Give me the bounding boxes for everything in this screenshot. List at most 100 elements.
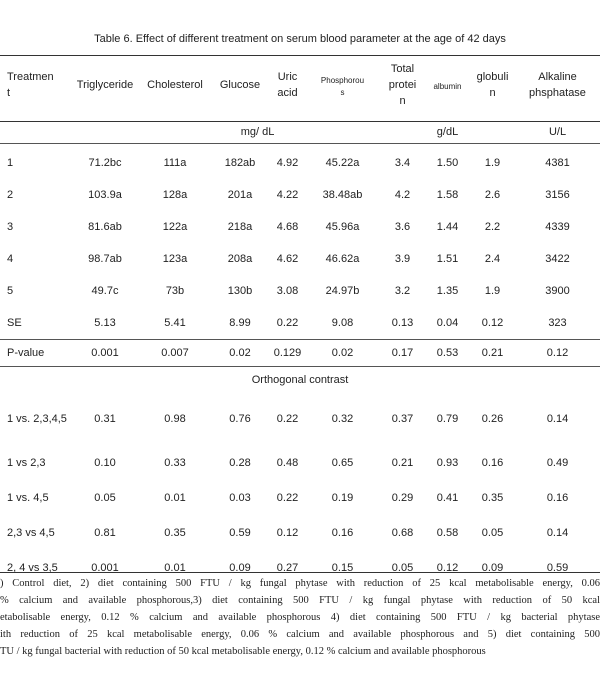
table-cell: 0.37 [391,413,414,425]
units-row: mg/ dL g/dL U/L [0,123,600,141]
table-cell: 3.4 [394,157,411,169]
table-cell: 45.96a [325,221,360,233]
table-cell: 0.22 [276,413,299,425]
table-cell: 4.68 [276,221,299,233]
table-cell: 24.97b [325,285,360,297]
table-cell: 0.14 [546,413,569,425]
table-cell: 0.12 [546,346,569,359]
footnote-line: ith reduction of 25 kcal metabolisable e… [0,629,600,640]
table-cell: 0.12 [436,561,459,574]
units-table: mg/ dL g/dL U/L [0,123,600,141]
table-cell: 49.7c [91,285,119,297]
table-cell: 0.02 [229,346,251,359]
column-header-label: Treatmen [7,71,54,83]
data-body: 1 71.2bc 111a 182ab 4.92 45.22a 3.4 1.50 1.9 4381… [0,147,600,339]
table-cell: 0.01 [164,491,186,504]
table-cell: 0.33 [164,456,186,469]
column-header: Total protei n [380,61,425,109]
table-cell: 3.08 [276,285,299,297]
table-cell: 323 [548,317,567,329]
table-cell: 4.22 [276,189,299,201]
table-cell: 81.6ab [88,221,122,233]
column-header: albumin [425,61,470,109]
row-label: P-value [7,346,45,359]
row-label: 2,3 vs 4,5 [7,526,55,539]
table-cell: 1.35 [436,285,459,297]
table-cell: 0.09 [481,561,504,574]
row-label: SE [7,317,22,329]
contrast-title: Orthogonal contrast [251,374,349,386]
table-cell: 103.9a [88,189,122,201]
table-cell: 0.17 [391,346,414,359]
table-cell: 0.58 [436,526,459,539]
table-cell: 0.001 [91,346,119,359]
table-cell: 0.48 [276,456,299,469]
footnote-line: etabolisable energy, 0.12 % calcium and … [0,612,600,623]
table-cell: 111a [163,157,187,169]
table-cell: 0.03 [229,491,251,504]
table-cell: 0.76 [229,413,251,425]
contrast-row: 1 vs. 4,5 0.05 0.01 0.03 0.22 0.19 0.29 0.41 0.3… [0,480,600,515]
column-header-label: Triglyceride [76,79,134,91]
table-cell: 0.10 [94,456,116,469]
table-cell: 0.28 [229,456,251,469]
table-cell: 0.16 [331,526,354,539]
table-cell: 3422 [545,253,570,265]
table-cell: 0.19 [331,491,354,504]
table-cell: 0.05 [94,491,116,504]
contrast-row: 2, 4 vs 3,5 0.001 0.01 0.09 0.27 0.15 0.05 0.12… [0,550,600,585]
column-header-label: Total [390,63,415,75]
column-header-label: Alkaline [538,71,577,83]
contrast-row: 2,3 vs 4,5 0.81 0.35 0.59 0.12 0.16 0.68 0.58 0.… [0,515,600,550]
row-label: 4 [7,253,14,265]
column-header: globuli n [470,61,515,109]
table-cell: 0.05 [391,561,414,574]
footnote-line: TU / kg fungal bacterial with reduction … [0,646,486,657]
table-row: SE 5.13 5.41 8.99 0.22 9.08 0.13 0.04 0.12 323 [0,307,600,339]
table-cell: 130b [227,285,253,297]
column-header-row: Treatmen t Triglyceride Cholesterol Glucose U… [0,61,600,109]
column-header-label: protei [388,79,417,91]
table-cell: 0.21 [481,346,504,359]
table-cell: 0.12 [481,317,504,329]
column-header-label: albumin [433,82,462,91]
table-cell: 1.51 [436,253,459,265]
table-cell: 0.93 [436,456,459,469]
column-header: Phosphorou s [305,61,380,109]
table-cell: 123a [162,253,188,265]
pvalue-row: P-value 0.001 0.007 0.02 0.129 0.02 0.17 0.53 0.… [0,340,600,365]
row-label: 1 vs. 4,5 [7,491,49,504]
table-cell: 3.6 [394,221,411,233]
column-header-label: Phosphorou [320,76,365,85]
table-cell: 3.2 [394,285,411,297]
footnote-line: % calcium and available phosphorous,3) d… [0,595,600,606]
table-cell: 0.16 [546,491,569,504]
table-cell: 0.59 [546,561,569,574]
row-label: 1 vs 2,3 [7,456,46,469]
table-cell: 0.02 [331,346,354,359]
table-cell: 0.35 [481,491,504,504]
table-cell: 0.129 [273,346,302,359]
column-header-label: Cholesterol [147,79,203,91]
rule-header [0,121,600,122]
table-cell: 0.13 [391,317,414,329]
column-header-label: Glucose [219,79,261,91]
table-cell: 2.6 [484,189,501,201]
table-cell: 218a [227,221,253,233]
unit-mg: mg/ dL [240,126,275,138]
table-cell: 4.2 [394,189,411,201]
table-cell: 45.22a [325,157,360,169]
table-cell: 0.21 [391,456,414,469]
table-cell: 0.16 [481,456,504,469]
rule-pvalue [0,366,600,367]
header-table: Treatmen t Triglyceride Cholesterol Glucose U… [0,61,600,109]
table-cell: 0.05 [481,526,504,539]
table-row: 5 49.7c 73b 130b 3.08 24.97b 3.2 1.35 1.9 3900 [0,275,600,307]
column-header-label: n [399,95,406,107]
table-cell: 4.62 [276,253,299,265]
table-cell: 0.04 [436,317,459,329]
row-label: 3 [7,221,14,233]
table-cell: 128a [162,189,188,201]
table-cell: 0.68 [391,526,414,539]
